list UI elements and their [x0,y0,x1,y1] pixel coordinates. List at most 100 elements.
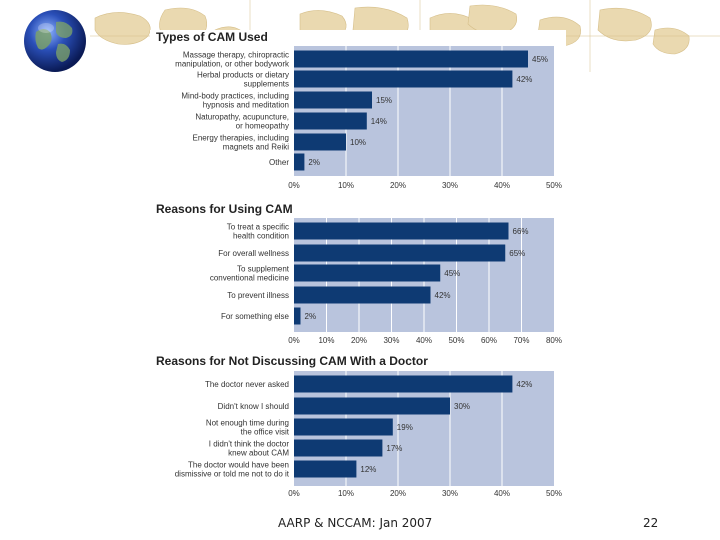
chart-2-data-label: 66% [513,227,529,236]
chart-2-tick-label: 20% [351,336,367,345]
chart-3-tick-label: 30% [442,489,458,498]
chart-2-bar [294,264,441,282]
chart-2-category-label: For something else [221,312,290,321]
chart-1-category-label: Other [269,158,289,167]
chart-3-bar [294,418,393,436]
chart-2-tick-label: 0% [288,336,300,345]
chart-1-bar [294,112,367,130]
chart-3-category-label: The doctor never asked [205,380,289,389]
chart-1-tick-label: 20% [390,181,406,190]
chart-2-tick-label: 10% [318,336,334,345]
category-label-line: Other [269,158,289,167]
category-label-line: Massage therapy, chiropractic [183,51,289,60]
category-label-line: The doctor would have been [188,461,289,470]
chart-3-tick-label: 20% [390,489,406,498]
chart-3-bar [294,439,383,457]
chart-2-bar [294,286,431,304]
chart-3-tick-label: 40% [494,489,510,498]
chart-1-data-label: 15% [376,96,392,105]
chart-2-tick-label: 40% [416,336,432,345]
category-label-line: To prevent illness [227,291,289,300]
chart-2-bar [294,222,509,240]
chart-2-category-label: To prevent illness [227,291,289,300]
chart-3-bar [294,375,513,393]
category-label-line: supplements [244,80,289,89]
chart-1-data-label: 2% [308,158,320,167]
chart-3-data-label: 17% [386,444,402,453]
chart-1-category-label: Herbal products or dietary supplements [197,71,289,89]
chart-1-tick-label: 40% [494,181,510,190]
category-label-line: To supplement [237,265,290,274]
category-label-line: dismissive or told me not to do it [175,470,290,479]
chart-1-data-label: 10% [350,138,366,147]
chart-3-data-label: 12% [360,465,376,474]
chart-3-data-label: 19% [397,423,413,432]
chart-3-data-label: 30% [454,402,470,411]
category-label-line: Didn't know I should [218,402,289,411]
chart-2-data-label: 45% [444,269,460,278]
category-label-line: health condition [233,232,289,241]
chart-2-data-label: 2% [305,312,317,321]
category-label-line: I didn't think the doctor [209,440,290,449]
chart-2-data-label: 65% [509,249,525,258]
chart-2-category-label: To supplement conventional medicine [210,265,290,283]
chart-2-category-label: To treat a specific health condition [227,223,289,241]
category-label-line: or homeopathy [236,122,289,131]
footer-source: AARP & NCCAM: Jan 2007 [278,516,433,530]
chart-2-bar [294,244,506,262]
chart-2-title: Reasons for Using CAM [156,202,293,216]
chart-3-bar [294,397,450,415]
chart-1-plot-area [294,46,554,176]
category-label-line: knew about CAM [228,449,289,458]
chart-1-bar [294,91,372,109]
chart-3-data-label: 42% [516,380,532,389]
category-label-line: Naturopathy, acupuncture, [195,113,289,122]
category-label-line: the office visit [241,428,290,437]
chart-3-title: Reasons for Not Discussing CAM With a Do… [156,354,428,368]
category-label-line: To treat a specific [227,223,289,232]
chart-2-tick-label: 30% [383,336,399,345]
globe-icon [24,10,86,72]
chart-1-tick-label: 30% [442,181,458,190]
chart-1-category-label: Naturopathy, acupuncture, or homeopathy [195,113,289,131]
chart-3-tick-label: 50% [546,489,562,498]
category-label-line: Energy therapies, including [192,134,289,143]
category-label-line: Herbal products or dietary [197,71,289,80]
chart-3-category-label: I didn't think the doctor knew about CAM [209,440,290,458]
chart-2-data-label: 42% [435,291,451,300]
chart-3-category-label: The doctor would have been dismissive or … [175,461,290,479]
category-label-line: hypnosis and meditation [203,101,289,110]
chart-1-bar [294,153,305,171]
chart-1-title: Types of CAM Used [156,30,268,44]
chart-2-category-label: For overall wellness [218,249,289,258]
chart-2-tick-label: 80% [546,336,562,345]
chart-1-category-label: Massage therapy, chiropractic manipulatio… [175,51,290,69]
chart-1-data-label: 42% [516,75,532,84]
chart-3-tick-label: 10% [338,489,354,498]
chart-3-category-label: Didn't know I should [218,402,289,411]
category-label-line: Not enough time during [206,419,289,428]
chart-1-data-label: 14% [371,117,387,126]
chart-3-bar [294,460,357,478]
chart-1-tick-label: 50% [546,181,562,190]
page-number: 22 [643,516,659,530]
chart-1-tick-label: 10% [338,181,354,190]
chart-2-tick-label: 70% [513,336,529,345]
category-label-line: conventional medicine [210,274,290,283]
category-label-line: manipulation, or other bodywork [175,60,290,69]
chart-1-data-label: 45% [532,55,548,64]
chart-2-bar [294,307,301,325]
chart-3-tick-label: 0% [288,489,300,498]
chart-1-bar [294,133,346,151]
chart-1-tick-label: 0% [288,181,300,190]
category-label-line: Mind-body practices, including [181,92,289,101]
chart-1-bar [294,50,528,68]
chart-2-tick-label: 50% [448,336,464,345]
chart-1-category-label: Energy therapies, including magnets and R… [192,134,289,152]
category-label-line: For something else [221,312,290,321]
chart-3-category-label: Not enough time during the office visit [206,419,290,437]
chart-1-bar [294,70,513,88]
category-label-line: magnets and Reiki [223,143,289,152]
chart-1-category-label: Mind-body practices, including hypnosis a… [181,92,289,110]
